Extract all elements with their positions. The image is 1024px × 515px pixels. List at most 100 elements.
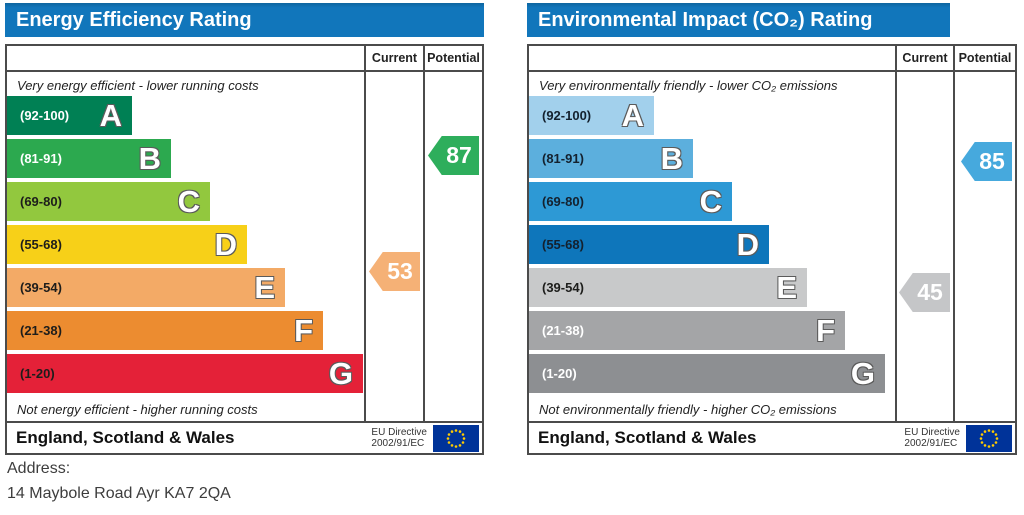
band-rows: (92-100) A (81-91) B (69-80) C (55-68) D (39-54)… — [529, 96, 895, 397]
band-range-label: (21-38) — [542, 323, 584, 338]
band-letter: E — [776, 270, 797, 305]
band-range-label: (55-68) — [20, 237, 62, 252]
band-bar-d: (55-68) D — [529, 225, 769, 264]
current-rating-pointer: 53 — [369, 252, 420, 291]
rating-band-e: (39-54) E — [7, 268, 364, 311]
band-range-label: (92-100) — [542, 108, 592, 123]
potential-column-header: Potential — [953, 46, 1015, 72]
eu-directive-label: EU Directive 2002/91/EC — [371, 427, 427, 449]
potential-column-header: Potential — [423, 46, 482, 72]
band-bar-e: (39-54) E — [529, 268, 807, 307]
band-bar-f: (21-38) F — [7, 311, 323, 350]
band-range-label: (39-54) — [20, 280, 62, 295]
band-bar-a: (92-100) A — [7, 96, 132, 135]
band-letter: G — [850, 356, 875, 391]
environmental-rating-table: Current Potential Very environmentally f… — [529, 46, 1015, 421]
band-range-label: (1-20) — [20, 366, 55, 381]
band-letter: C — [699, 184, 722, 219]
energy-band-scale: Very energy efficient - lower running co… — [7, 72, 364, 421]
band-letter: F — [816, 313, 835, 348]
eu-flag-icon — [966, 424, 1012, 452]
band-range-label: (1-20) — [542, 366, 577, 381]
energy-panel-title: Energy Efficiency Rating — [5, 3, 484, 37]
energy-rating-table: Current Potential Very energy efficient … — [7, 46, 482, 421]
bottom-caption: Not energy efficient - higher running co… — [17, 402, 258, 417]
band-letter: D — [214, 227, 237, 262]
current-column-header: Current — [895, 46, 953, 72]
rating-band-b: (81-91) B — [7, 139, 364, 182]
current-rating-pointer: 45 — [899, 273, 950, 312]
eu-directive-line2: 2002/91/EC — [371, 438, 425, 449]
panel-footer: England, Scotland & Wales EU Directive 2… — [529, 421, 1015, 453]
region-label: England, Scotland & Wales — [538, 428, 757, 447]
energy-efficiency-panel: Energy Efficiency Rating Current Potenti… — [5, 3, 484, 455]
band-bar-g: (1-20) G — [7, 354, 363, 393]
rating-band-a: (92-100) A — [529, 96, 895, 139]
spacer-header-cell — [529, 46, 895, 72]
eu-directive-label: EU Directive 2002/91/EC — [904, 427, 960, 449]
address-value: 14 Maybole Road Ayr KA7 2QA — [7, 485, 231, 502]
band-bar-b: (81-91) B — [529, 139, 693, 178]
band-letter: B — [138, 141, 161, 176]
potential-rating-column: 85 — [953, 72, 1015, 421]
band-rows: (92-100) A (81-91) B (69-80) C (55-68) D (39-54)… — [7, 96, 364, 397]
band-bar-b: (81-91) B — [7, 139, 171, 178]
rating-band-c: (69-80) C — [7, 182, 364, 225]
energy-panel-frame: Current Potential Very energy efficient … — [5, 44, 484, 455]
rating-band-e: (39-54) E — [529, 268, 895, 311]
current-rating-column: 45 — [895, 72, 953, 421]
environmental-panel-frame: Current Potential Very environmentally f… — [527, 44, 1017, 455]
eu-flag-stars — [979, 428, 999, 448]
band-letter: C — [177, 184, 200, 219]
address-label: Address: — [7, 460, 71, 477]
region-label: England, Scotland & Wales — [16, 428, 235, 447]
top-caption: Very energy efficient - lower running co… — [17, 78, 259, 93]
potential-rating-column: 87 — [423, 72, 482, 421]
property-address: Address: 14 Maybole Road Ayr KA7 2QA — [7, 456, 231, 506]
rating-band-f: (21-38) F — [529, 311, 895, 354]
rating-band-c: (69-80) C — [529, 182, 895, 225]
band-range-label: (81-91) — [542, 151, 584, 166]
environmental-panel-title: Environmental Impact (CO₂) Rating — [527, 3, 950, 37]
rating-band-d: (55-68) D — [529, 225, 895, 268]
band-bar-a: (92-100) A — [529, 96, 654, 135]
potential-rating-pointer: 87 — [428, 136, 479, 175]
rating-band-f: (21-38) F — [7, 311, 364, 354]
band-range-label: (92-100) — [20, 108, 70, 123]
band-bar-g: (1-20) G — [529, 354, 885, 393]
potential-rating-pointer: 85 — [961, 142, 1012, 181]
band-bar-d: (55-68) D — [7, 225, 247, 264]
band-bar-f: (21-38) F — [529, 311, 845, 350]
environmental-band-scale: Very environmentally friendly - lower CO… — [529, 72, 895, 421]
band-letter: A — [621, 98, 644, 133]
band-letter: G — [328, 356, 353, 391]
panel-footer: England, Scotland & Wales EU Directive 2… — [7, 421, 482, 453]
top-caption: Very environmentally friendly - lower CO… — [539, 78, 838, 93]
eu-directive-line1: EU Directive — [371, 427, 427, 438]
bottom-caption: Not environmentally friendly - higher CO… — [539, 402, 837, 417]
eu-flag-icon — [433, 424, 479, 452]
band-bar-e: (39-54) E — [7, 268, 285, 307]
eu-directive-line2: 2002/91/EC — [904, 438, 958, 449]
band-letter: B — [660, 141, 683, 176]
band-letter: A — [99, 98, 122, 133]
band-range-label: (69-80) — [20, 194, 62, 209]
rating-band-g: (1-20) G — [7, 354, 364, 397]
band-range-label: (69-80) — [542, 194, 584, 209]
current-column-header: Current — [364, 46, 423, 72]
rating-band-d: (55-68) D — [7, 225, 364, 268]
band-range-label: (39-54) — [542, 280, 584, 295]
band-letter: F — [294, 313, 313, 348]
band-bar-c: (69-80) C — [529, 182, 732, 221]
spacer-header-cell — [7, 46, 364, 72]
eu-flag-stars — [446, 428, 466, 448]
band-range-label: (21-38) — [20, 323, 62, 338]
rating-band-g: (1-20) G — [529, 354, 895, 397]
eu-directive-line1: EU Directive — [904, 427, 960, 438]
band-range-label: (81-91) — [20, 151, 62, 166]
rating-band-a: (92-100) A — [7, 96, 364, 139]
band-letter: E — [254, 270, 275, 305]
band-bar-c: (69-80) C — [7, 182, 210, 221]
current-rating-column: 53 — [364, 72, 423, 421]
